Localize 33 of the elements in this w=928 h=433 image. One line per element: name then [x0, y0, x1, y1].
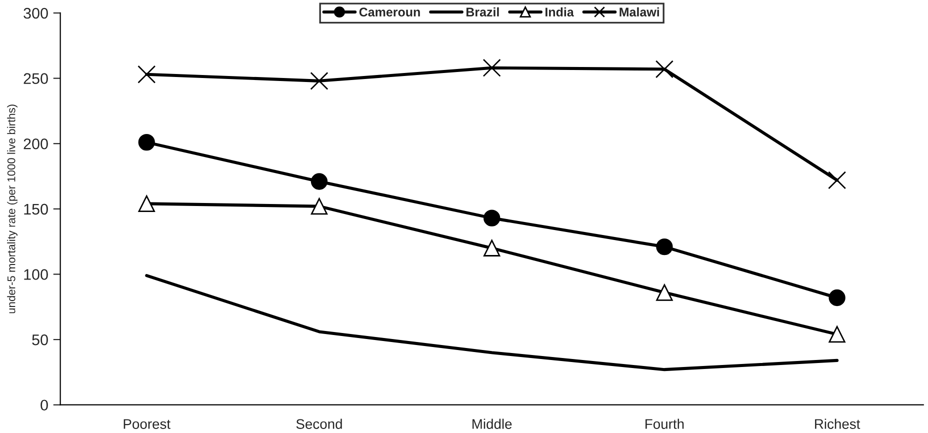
legend-label: Brazil — [466, 7, 499, 16]
y-tick-label: 100 — [24, 269, 48, 280]
y-axis-title: under-5 mortality rate (per 1000 live births) — [7, 104, 18, 314]
legend-label: India — [546, 7, 574, 16]
point — [828, 289, 846, 306]
point — [656, 284, 673, 301]
point — [482, 58, 501, 77]
point — [138, 65, 156, 84]
point — [655, 60, 674, 78]
point — [138, 134, 155, 151]
y-tick-label: 0 — [40, 400, 48, 411]
legend-label: Cameroun — [359, 8, 420, 16]
y-tick-label: 150 — [24, 204, 48, 215]
y-tick-label: 50 — [32, 334, 48, 346]
point — [310, 173, 328, 190]
legend-label: Malawi — [620, 7, 659, 16]
y-tick-label: 300 — [24, 8, 48, 19]
x-tick-label: Poorest — [124, 419, 170, 429]
x-tick-label: Fourth — [646, 418, 684, 429]
point — [310, 198, 328, 215]
x-tick-label: Second — [296, 418, 342, 429]
x-tick-label: Richest — [815, 418, 860, 429]
point — [828, 171, 846, 190]
point — [484, 240, 500, 256]
x-tick-label: Middle — [472, 418, 512, 429]
y-tick-label: 200 — [24, 138, 48, 150]
line-series — [145, 274, 839, 372]
point — [828, 326, 846, 343]
y-tick-label: 250 — [24, 73, 48, 84]
point — [310, 72, 328, 90]
point — [656, 238, 673, 256]
point — [138, 195, 155, 212]
point — [484, 210, 500, 226]
